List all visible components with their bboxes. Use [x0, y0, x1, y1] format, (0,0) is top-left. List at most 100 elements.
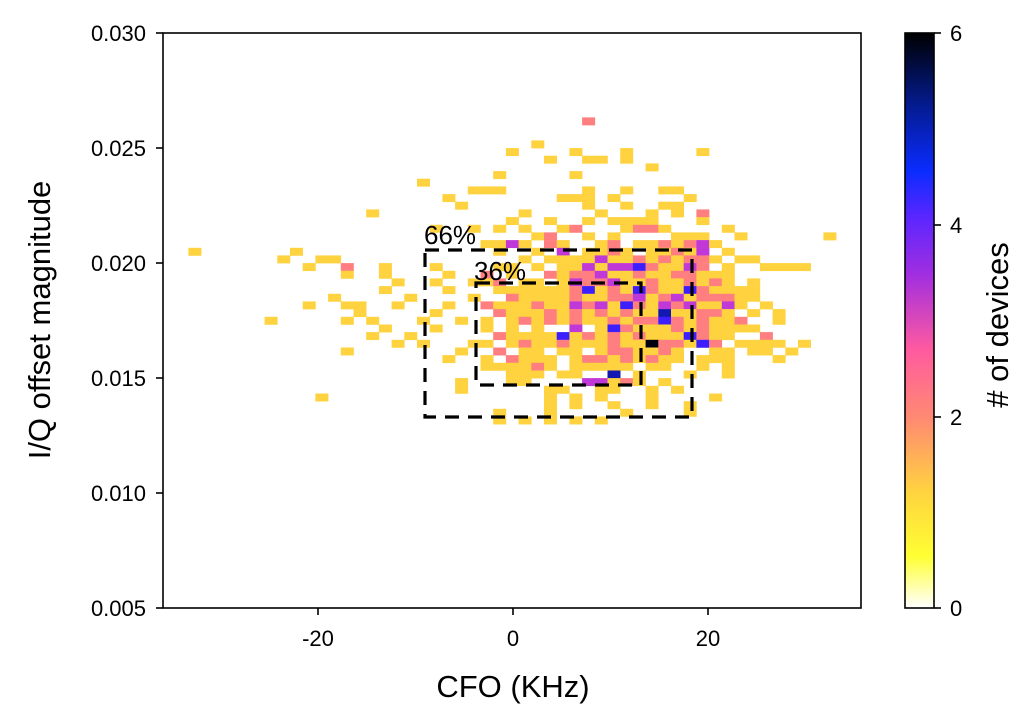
- heatmap-cell: [493, 309, 507, 318]
- heatmap-cell: [531, 370, 545, 379]
- heatmap-cell: [696, 316, 710, 325]
- heatmap-cell: [505, 316, 519, 325]
- heatmap-cell: [671, 240, 684, 249]
- heatmap-cell: [442, 301, 456, 310]
- heatmap-cell: [582, 155, 596, 164]
- heatmap-cell: [442, 194, 456, 203]
- heatmap-cell: [544, 240, 557, 249]
- heatmap-cell: [340, 301, 354, 310]
- heatmap-cell: [671, 339, 684, 348]
- heatmap-cell: [658, 378, 672, 387]
- heatmap-cell: [594, 324, 608, 333]
- heatmap-cell: [569, 332, 583, 341]
- heatmap-cell: [607, 339, 621, 348]
- heatmap-cell: [696, 309, 710, 318]
- heatmap-cell: [683, 255, 697, 264]
- heatmap-cell: [709, 347, 723, 356]
- heatmap-cell: [721, 293, 735, 302]
- heatmap-cell: [556, 240, 570, 249]
- heatmap-cell: [480, 362, 494, 371]
- heatmap-cell: [696, 362, 710, 371]
- heatmap-cell: [734, 255, 748, 264]
- heatmap-cell: [709, 316, 723, 325]
- heatmap-cell: [620, 293, 634, 302]
- annotation-label-36: 36%: [474, 256, 526, 286]
- heatmap-cell: [569, 401, 583, 410]
- heatmap-cell: [620, 186, 634, 195]
- heatmap-cell: [721, 324, 735, 333]
- colorbar-tick-label: 4: [950, 213, 962, 238]
- heatmap-cell: [607, 332, 621, 341]
- heatmap-cell: [620, 355, 634, 364]
- heatmap-cell: [658, 362, 672, 371]
- heatmap-cell: [734, 232, 748, 241]
- heatmap-cell: [645, 163, 659, 172]
- heatmap-cells: [188, 117, 837, 425]
- heatmap-cell: [556, 293, 570, 302]
- heatmap-cell: [353, 301, 367, 310]
- heatmap-cell: [582, 309, 596, 318]
- heatmap-cell: [658, 278, 672, 287]
- heatmap-cell: [683, 194, 697, 203]
- heatmap-cell: [556, 309, 570, 318]
- heatmap-cell: [442, 355, 456, 364]
- heatmap-cell: [645, 301, 659, 310]
- heatmap-cell: [455, 316, 469, 325]
- heatmap-cell: [658, 293, 672, 302]
- heatmap-cell: [734, 293, 748, 302]
- heatmap-cell: [582, 194, 596, 203]
- heatmap-cell: [759, 301, 773, 310]
- heatmap-cell: [696, 232, 710, 241]
- heatmap-cell: [556, 194, 570, 203]
- heatmap-cell: [607, 316, 621, 325]
- heatmap-cell: [671, 347, 684, 356]
- heatmap-cell: [721, 355, 735, 364]
- heatmap-cell: [683, 301, 697, 310]
- heatmap-cell: [518, 286, 532, 295]
- heatmap-cell: [582, 263, 596, 272]
- heatmap-cell: [531, 332, 545, 341]
- heatmap-cell: [645, 286, 659, 295]
- heatmap-cell: [594, 362, 608, 371]
- heatmap-cell: [620, 255, 634, 264]
- heatmap-cell: [658, 355, 672, 364]
- heatmap-cell: [429, 324, 443, 333]
- heatmap-cell: [188, 247, 202, 256]
- heatmap-cell: [594, 339, 608, 348]
- heatmap-cell: [696, 270, 710, 279]
- heatmap-cell: [620, 263, 634, 272]
- heatmap-cell: [709, 355, 723, 364]
- heatmap-cell: [493, 347, 507, 356]
- heatmap-cell: [709, 270, 723, 279]
- heatmap-cell: [594, 286, 608, 295]
- heatmap-cell: [620, 201, 634, 210]
- heatmap-cell: [658, 186, 672, 195]
- heatmap-cell: [569, 309, 583, 318]
- heatmap-cell: [620, 362, 634, 371]
- heatmap-cell: [531, 293, 545, 302]
- heatmap-cell: [544, 309, 557, 318]
- heatmap-cell: [747, 286, 761, 295]
- heatmap-cell: [594, 155, 608, 164]
- heatmap-cell: [823, 232, 837, 241]
- heatmap-cell: [620, 324, 634, 333]
- heatmap-cell: [594, 309, 608, 318]
- heatmap-cell: [683, 263, 697, 272]
- heatmap-cell: [569, 194, 583, 203]
- heatmap-cell: [645, 339, 659, 348]
- heatmap-cell: [721, 370, 735, 379]
- heatmap-cell: [620, 378, 634, 387]
- heatmap-cell: [569, 393, 583, 402]
- x-tick-label: -20: [302, 626, 334, 651]
- heatmap-cell: [696, 209, 710, 218]
- heatmap-cell: [734, 316, 748, 325]
- heatmap-cell: [671, 247, 684, 256]
- heatmap-cell: [328, 255, 342, 264]
- heatmap-cell: [747, 309, 761, 318]
- heatmap-cell: [607, 286, 621, 295]
- heatmap-cell: [582, 117, 596, 126]
- heatmap-cell: [671, 286, 684, 295]
- heatmap-cell: [620, 316, 634, 325]
- heatmap-cell: [645, 247, 659, 256]
- heatmap-cell: [518, 224, 532, 233]
